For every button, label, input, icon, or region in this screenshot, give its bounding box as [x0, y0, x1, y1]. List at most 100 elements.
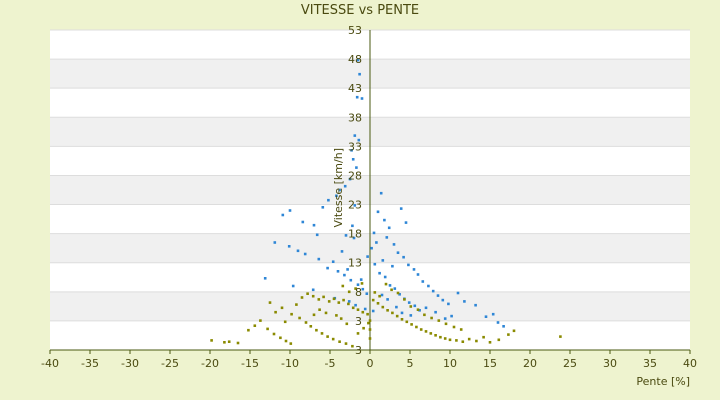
data-point — [341, 284, 345, 288]
data-point — [416, 273, 420, 276]
data-point — [320, 332, 324, 335]
data-point — [421, 280, 425, 283]
data-point — [327, 300, 331, 303]
data-point — [502, 325, 505, 328]
data-point — [280, 306, 284, 310]
data-point — [482, 335, 485, 339]
data-point — [335, 314, 338, 317]
axes — [49, 30, 691, 354]
x-tick-label: -35 — [81, 357, 99, 370]
data-point — [370, 246, 373, 250]
data-point — [345, 322, 349, 326]
data-point — [459, 328, 463, 331]
data-point — [263, 277, 267, 280]
data-point — [434, 310, 437, 314]
data-point — [430, 316, 433, 320]
x-tick-label: 25 — [563, 357, 577, 370]
data-point — [418, 309, 421, 312]
data-point — [416, 308, 420, 311]
data-point — [236, 341, 240, 345]
data-point — [366, 312, 369, 316]
x-tick-label: -20 — [201, 357, 219, 370]
y-tick-label: 48 — [348, 53, 362, 66]
data-point — [429, 332, 433, 335]
data-point — [463, 300, 466, 303]
data-point — [443, 337, 447, 340]
x-tick-label: 10 — [443, 357, 457, 370]
data-point — [383, 218, 386, 222]
x-axis-label: Pente [%] — [636, 375, 690, 388]
data-point — [405, 320, 409, 324]
data-point — [372, 231, 376, 235]
data-point — [404, 221, 408, 224]
data-point — [412, 268, 416, 271]
data-point — [379, 191, 383, 195]
data-point — [395, 314, 399, 318]
data-point — [312, 313, 316, 317]
data-point — [381, 305, 385, 309]
data-point — [274, 310, 277, 314]
data-point — [371, 298, 375, 302]
data-point — [407, 263, 410, 267]
data-point — [279, 336, 282, 340]
y-tick-label: 38 — [348, 111, 362, 124]
data-point — [295, 303, 298, 306]
x-tick-label: 20 — [523, 357, 537, 370]
data-point — [427, 284, 430, 288]
y-tick-label: 13 — [348, 257, 362, 270]
data-point — [331, 260, 335, 263]
data-point — [356, 58, 360, 62]
x-tick-label: 30 — [603, 357, 617, 370]
data-point — [300, 296, 304, 299]
data-point — [354, 287, 357, 290]
data-point — [281, 213, 285, 217]
data-point — [306, 292, 309, 295]
data-point — [484, 315, 488, 318]
x-tick-label: -30 — [121, 357, 139, 370]
x-tick-label: -25 — [161, 357, 179, 370]
data-point — [367, 321, 370, 325]
data-point — [355, 95, 359, 99]
data-point — [400, 318, 404, 321]
data-point — [344, 234, 348, 237]
data-point — [376, 302, 380, 305]
x-tick-label: 35 — [643, 357, 657, 370]
x-tick-label: -15 — [241, 357, 259, 370]
data-point — [399, 207, 403, 210]
data-point — [398, 293, 401, 296]
y-tick-label: 18 — [348, 228, 362, 241]
data-point — [347, 290, 351, 294]
data-point — [386, 298, 389, 301]
data-point — [362, 326, 365, 330]
data-point — [338, 340, 341, 343]
data-point — [351, 306, 355, 310]
data-point — [351, 158, 355, 161]
data-point — [409, 305, 413, 308]
data-point — [360, 282, 364, 285]
data-point — [315, 233, 319, 237]
chart-title: VITESSE vs PENTE — [301, 3, 419, 18]
data-point — [273, 241, 277, 244]
data-point — [396, 291, 400, 295]
data-point — [424, 306, 428, 310]
x-tick-label: -5 — [325, 357, 336, 370]
data-point — [361, 287, 365, 291]
data-point — [326, 266, 329, 270]
data-point — [287, 245, 291, 248]
data-point — [388, 284, 392, 287]
data-point — [467, 337, 471, 341]
data-point — [290, 312, 293, 316]
y-axis-label: Vitesse [km/h] — [332, 148, 345, 228]
data-point — [431, 289, 435, 293]
data-point — [342, 298, 345, 302]
data-point — [419, 328, 423, 331]
data-point — [346, 268, 349, 271]
data-point — [424, 330, 428, 333]
data-point — [210, 339, 213, 342]
data-point — [443, 317, 447, 320]
data-point — [253, 324, 257, 327]
x-tick-label: 0 — [367, 357, 374, 370]
data-point — [423, 313, 426, 317]
data-point — [402, 255, 405, 259]
data-point — [436, 294, 440, 297]
